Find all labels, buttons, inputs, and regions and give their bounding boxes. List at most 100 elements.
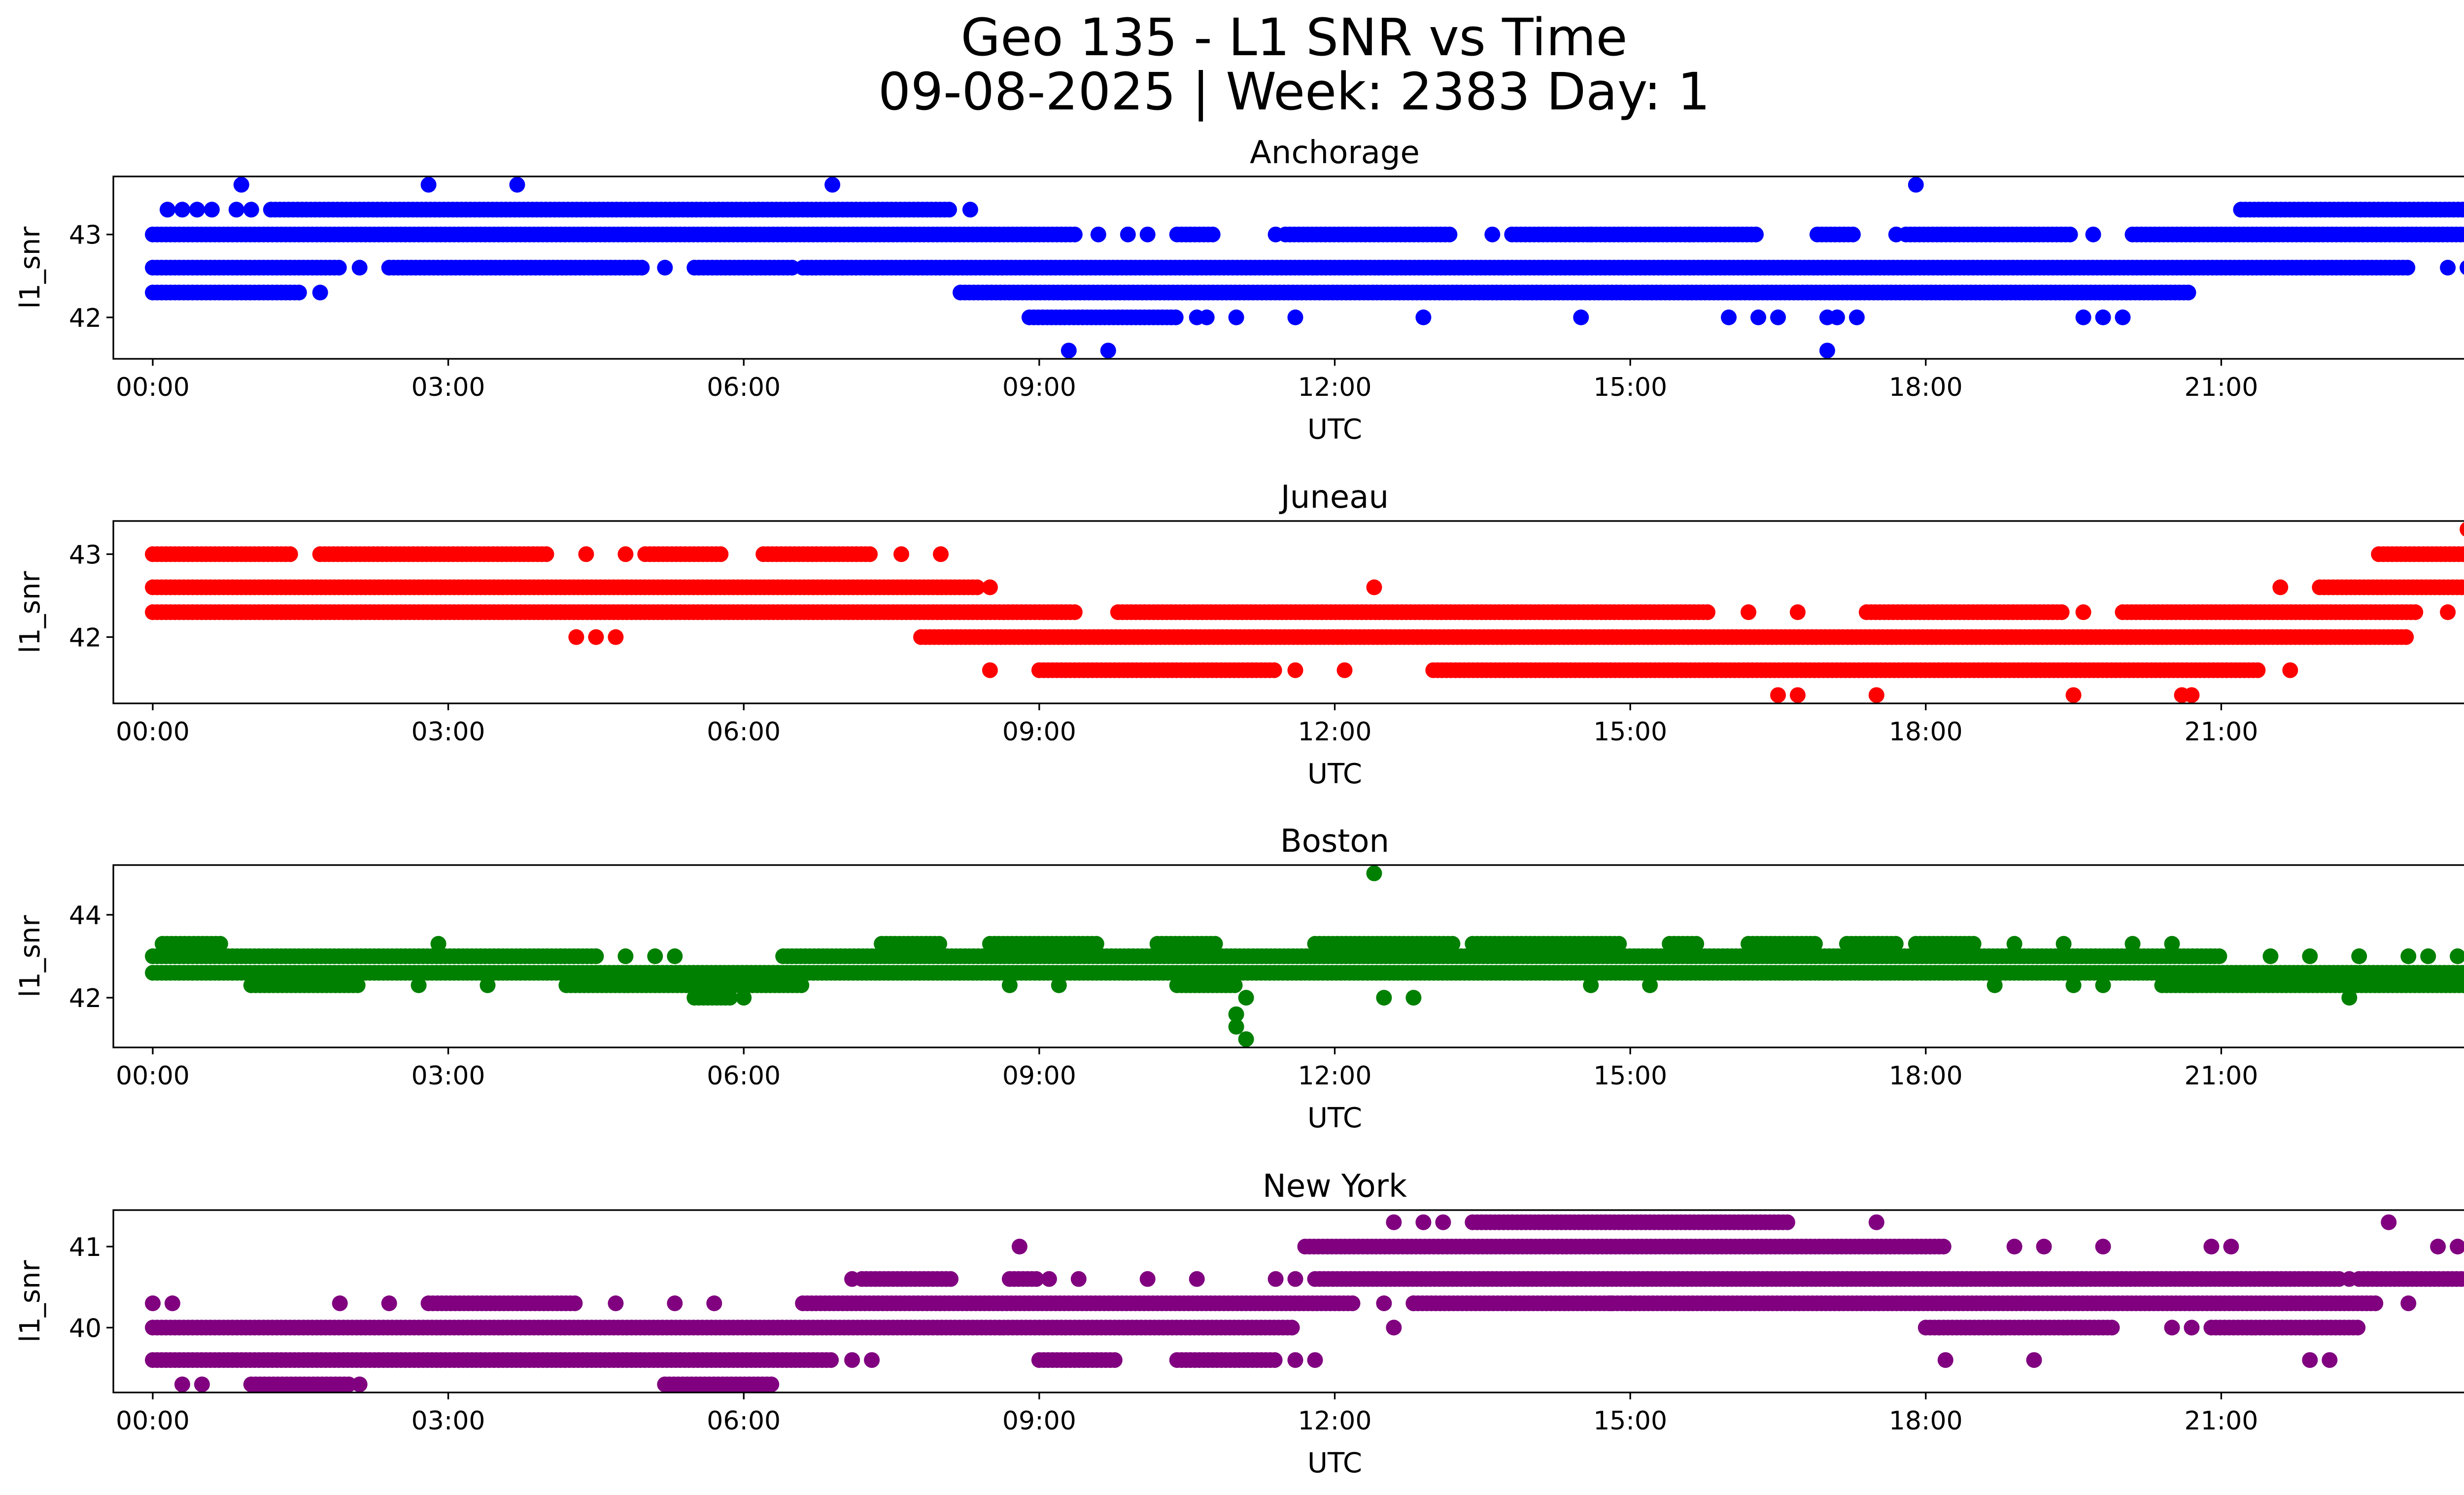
data-point <box>2341 990 2358 1006</box>
data-point <box>1441 226 1458 243</box>
data-point <box>1287 1271 1303 1287</box>
data-point <box>657 260 673 276</box>
data-point <box>2400 948 2417 964</box>
data-point <box>2450 1239 2464 1254</box>
figure-title-line1: Geo 135 - L1 SNR vs Time <box>960 7 1627 68</box>
data-point <box>1386 1214 1402 1230</box>
data-point <box>1573 309 1589 325</box>
data-point <box>1779 1214 1795 1230</box>
data-point <box>2095 309 2111 325</box>
data-point <box>1700 604 1715 620</box>
data-point <box>862 546 878 562</box>
data-point <box>588 948 604 964</box>
data-point <box>2440 260 2456 276</box>
data-point <box>2341 1271 2358 1287</box>
data-point <box>1120 226 1136 243</box>
data-point <box>1198 309 1215 325</box>
data-point <box>933 546 949 562</box>
x-tick-label: 12:00 <box>1298 1061 1372 1091</box>
data-point <box>1887 936 1904 952</box>
data-point <box>2381 1214 2397 1230</box>
data-point <box>2302 948 2318 964</box>
data-point <box>1444 936 1461 952</box>
data-point <box>617 546 634 562</box>
x-axis-label: UTC <box>1307 1102 1362 1134</box>
data-point <box>2065 687 2082 703</box>
data-point <box>2407 604 2424 620</box>
data-point <box>736 990 752 1006</box>
x-axis-label: UTC <box>1307 758 1362 790</box>
data-point <box>243 202 259 218</box>
data-point <box>2398 629 2414 645</box>
data-point <box>2462 1274 2464 1285</box>
data-point <box>2460 522 2464 537</box>
data-point <box>2459 965 2464 980</box>
x-tick-label: 00:00 <box>116 373 190 402</box>
data-point <box>941 202 957 218</box>
data-point <box>588 629 604 645</box>
data-point <box>2006 936 2022 952</box>
data-point <box>1336 662 1353 678</box>
data-point <box>1770 309 1786 325</box>
data-point <box>2351 948 2367 964</box>
data-point <box>844 1271 860 1287</box>
data-point <box>2223 1239 2239 1254</box>
data-point <box>174 202 190 218</box>
data-point <box>2430 1239 2446 1254</box>
x-tick-label: 12:00 <box>1298 717 1372 747</box>
y-tick-label: 44 <box>69 901 102 931</box>
data-point <box>784 260 800 276</box>
data-point <box>2460 547 2464 561</box>
data-point <box>1770 687 1786 703</box>
x-tick-label: 09:00 <box>1002 1061 1076 1091</box>
data-point <box>2085 226 2101 243</box>
data-point <box>2006 1239 2022 1254</box>
x-tick-label: 21:00 <box>2184 373 2258 402</box>
data-point <box>608 629 624 645</box>
data-point <box>722 990 738 1006</box>
data-point <box>1066 604 1083 620</box>
x-tick-label: 00:00 <box>116 717 190 747</box>
data-point <box>1366 579 1382 595</box>
data-point <box>2282 662 2298 678</box>
data-point <box>2065 977 2082 993</box>
data-points <box>145 865 2464 1047</box>
data-point <box>2203 1239 2220 1254</box>
data-point <box>617 948 634 964</box>
data-point <box>1287 662 1303 678</box>
data-point <box>2459 202 2464 217</box>
data-point <box>430 936 446 952</box>
data-point <box>1405 990 1422 1006</box>
data-point <box>1789 604 1806 620</box>
data-point <box>931 936 947 952</box>
data-point <box>893 546 909 562</box>
data-point <box>1868 1214 1884 1230</box>
data-point <box>982 579 998 595</box>
x-tick-label: 06:00 <box>707 373 781 402</box>
x-tick-label: 00:00 <box>116 1061 190 1091</box>
data-point <box>1583 977 1599 993</box>
data-point <box>1228 1006 1244 1022</box>
data-point <box>1965 936 1982 952</box>
data-point <box>962 202 978 218</box>
data-point <box>2095 1239 2111 1254</box>
y-axis-label: l1_snr <box>14 571 46 654</box>
data-point <box>1845 226 1861 243</box>
data-point <box>233 176 249 193</box>
x-tick-label: 15:00 <box>1593 1061 1667 1091</box>
data-point <box>1868 687 1884 703</box>
data-point <box>713 546 729 562</box>
data-point <box>943 1271 958 1287</box>
data-point <box>204 202 220 218</box>
data-point <box>1088 936 1104 952</box>
data-point <box>2180 284 2196 301</box>
data-point <box>509 176 525 193</box>
data-point <box>1366 865 1382 881</box>
data-point <box>2420 948 2436 964</box>
